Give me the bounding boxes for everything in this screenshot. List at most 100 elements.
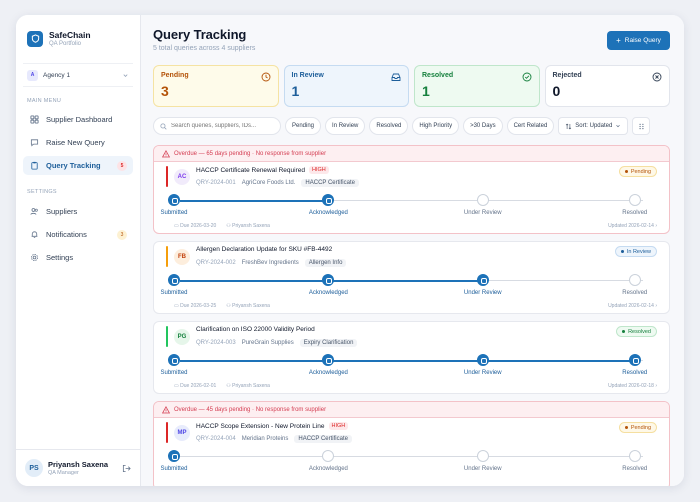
filter-chip-high-priority[interactable]: High Priority [412,117,460,135]
status-badge: Resolved [616,326,657,337]
nav-label: Query Tracking [46,161,101,170]
filter-chip-cert-related[interactable]: Cert Related [506,117,555,135]
supplier-avatar: PG [174,329,190,345]
timeline-step-label: Acknowledged [308,290,348,296]
warning-icon [162,405,170,413]
user-name: Priyansh Saxena [48,460,109,469]
view-toggle-button[interactable] [632,117,651,135]
timeline-step-label: Acknowledged [308,466,348,472]
x-circle-icon [652,72,662,82]
status-label: In Review [626,248,651,255]
stat-card-rejected[interactable]: Rejected 0 [544,65,670,107]
timeline-step-label: Under Review [463,210,502,216]
priority-badge: HIGH [328,422,349,430]
filter-chip-pending[interactable]: Pending [285,117,322,135]
nav-supplier-dashboard[interactable]: Supplier Dashboard [23,110,133,129]
timeline-step-label: Submitted [160,210,188,216]
stat-card-pending[interactable]: Pending 3 [153,65,279,107]
query-title[interactable]: Clarification on ISO 22000 Validity Peri… [196,326,315,333]
timeline-step-label: Under Review [463,466,502,472]
timeline-step-label: Resolved [622,290,648,296]
logout-icon[interactable] [122,464,131,473]
supplier-name: PureGrain Supplies [241,340,294,346]
clipboard-icon [29,161,39,171]
main-content: Query Tracking 5 total queries across 4 … [141,15,684,486]
progress-timeline [168,274,649,288]
timeline-track [180,200,643,201]
user-profile[interactable]: PS Priyansh Saxena QA Manager [16,449,140,486]
brand-logo-icon [27,30,43,47]
timeline-step-node [168,450,180,462]
query-title[interactable]: Allergen Declaration Update for SKU #FB-… [196,246,333,253]
status-dot-icon [624,426,628,429]
search-box[interactable] [153,117,281,135]
sort-dropdown[interactable]: Sort: Updated [558,117,629,135]
updated-date[interactable]: Updated 2026-02-14 › [608,223,657,229]
supplier-name: FreshBev Ingredients [241,260,299,266]
supplier-avatar: MP [174,425,190,441]
users-icon [29,207,39,217]
status-dot-icon [620,250,624,253]
sidebar: SafeChain QA Portfolio A Agency 1 MAIN M… [16,15,141,486]
supplier-name: AgriCore Foods Ltd. [241,180,296,186]
overdue-text: Overdue — 45 days pending · No response … [174,406,327,413]
filter-bar: Pending In Review Resolved High Priority… [153,117,670,135]
nav-suppliers[interactable]: Suppliers [23,202,133,221]
supplier-avatar: FB [174,249,190,265]
app-window: SafeChain QA Portfolio A Agency 1 MAIN M… [16,15,684,486]
gear-icon [29,253,39,263]
sort-label: Sort: Updated [575,123,613,129]
agency-selector[interactable]: A Agency 1 [23,63,133,87]
message-icon [29,138,39,148]
nav-query-tracking[interactable]: Query Tracking 5 [23,156,133,175]
priority-accent [166,246,168,267]
page-subtitle: 5 total queries across 4 suppliers [153,45,256,52]
chevron-right-icon: › [655,383,657,389]
query-card[interactable]: FB Allergen Declaration Update for SKU #F… [153,241,670,314]
stat-label: Pending [161,72,189,79]
agency-name: Agency 1 [43,71,71,79]
query-title[interactable]: HACCP Certificate Renewal Required [196,166,305,174]
query-card[interactable]: Overdue — 65 days pending · No response … [153,145,670,234]
plus-icon: + [616,36,621,45]
status-badge: Pending [618,166,657,177]
nav-notifications[interactable]: Notifications 3 [23,225,133,244]
timeline-fill [180,199,329,202]
sort-icon [566,123,572,129]
filter-chip-in-review[interactable]: In Review [325,117,366,135]
query-list: Overdue — 65 days pending · No response … [153,145,670,486]
search-input[interactable] [171,123,271,129]
clock-icon [261,72,270,82]
nav-settings[interactable]: Settings [23,248,133,267]
supplier-name: Meridian Proteins [241,436,289,442]
query-card[interactable]: Overdue — 45 days pending · No response … [153,401,670,486]
notification-count-badge: 3 [117,229,127,240]
updated-date[interactable]: Updated 2026-02-18 › [608,383,657,389]
filter-chip-resolved[interactable]: Resolved [369,117,409,135]
query-card[interactable]: PG Clarification on ISO 22000 Validity Pe… [153,321,670,394]
timeline-step-node [322,194,335,206]
timeline-step-node [322,274,335,286]
query-title[interactable]: HACCP Scope Extension - New Protein Line [196,422,325,430]
brand[interactable]: SafeChain QA Portfolio [16,15,140,52]
query-id: QRY-2024-004 [196,436,236,442]
query-tag: Expiry Clarification [299,339,358,347]
timeline-step-node [476,354,489,366]
updated-date[interactable]: Updated 2026-02-14 › [608,303,657,309]
chevron-down-icon [123,73,128,77]
nav-raise-new-query[interactable]: Raise New Query [23,133,133,152]
timeline-step-node [628,450,641,462]
timeline-step-node [476,194,489,206]
stat-card-in-review[interactable]: In Review 1 [283,65,409,107]
raise-query-button[interactable]: + Raise Query [607,31,670,50]
stat-card-resolved[interactable]: Resolved 1 [414,65,540,107]
status-dot-icon [622,330,626,333]
query-id: QRY-2024-003 [196,340,236,346]
user-role: QA Manager [48,470,79,476]
query-tag: HACCP Certificate [294,435,352,443]
timeline-step-node [168,194,180,206]
query-id: QRY-2024-001 [196,180,236,186]
main-menu-label: MAIN MENU [27,98,62,104]
timeline-step-label: Under Review [463,290,502,296]
filter-chip-over-30-days[interactable]: >30 Days [463,117,503,135]
